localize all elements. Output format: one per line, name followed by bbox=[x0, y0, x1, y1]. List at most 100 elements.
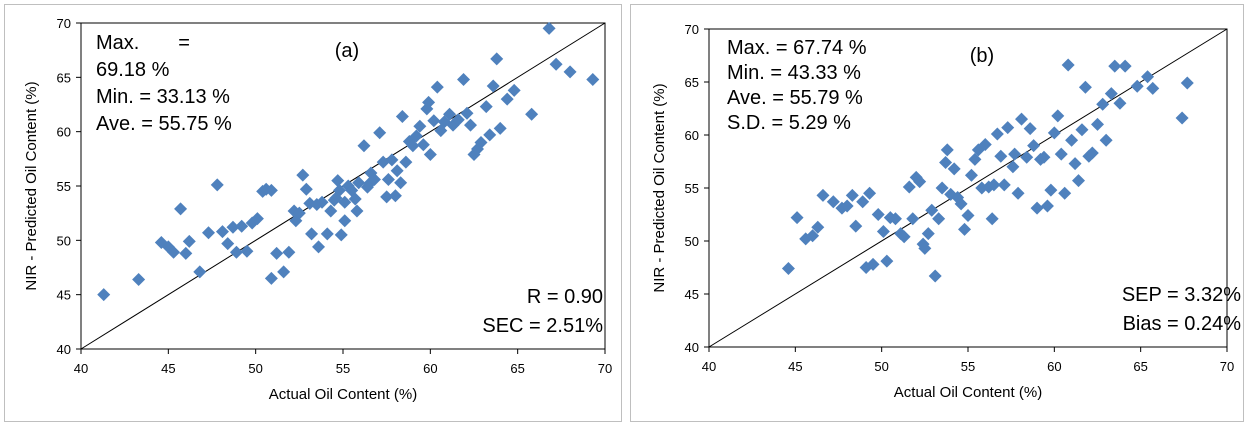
x-tick-label: 50 bbox=[248, 361, 262, 376]
fit-stat-line: Bias = 0.24% bbox=[1123, 313, 1242, 335]
data-point bbox=[811, 220, 825, 234]
data-point bbox=[958, 222, 972, 236]
data-point bbox=[277, 265, 291, 279]
data-point bbox=[1113, 96, 1127, 110]
data-point bbox=[799, 232, 813, 246]
data-point bbox=[493, 121, 507, 135]
data-point bbox=[1001, 121, 1015, 135]
data-point bbox=[264, 183, 278, 197]
data-point bbox=[97, 288, 111, 302]
y-axis-label-a: NIR - Predicted Oil Content (%) bbox=[23, 81, 40, 290]
data-point bbox=[427, 114, 441, 128]
fit-stat-line: SEP = 3.32% bbox=[1122, 284, 1241, 306]
data-point bbox=[315, 195, 329, 209]
data-point bbox=[394, 176, 408, 190]
data-point bbox=[381, 172, 395, 186]
data-point bbox=[451, 113, 465, 127]
stats-line: Max. = bbox=[96, 32, 190, 54]
data-point bbox=[479, 100, 493, 114]
data-point bbox=[947, 162, 961, 176]
data-point bbox=[1175, 111, 1189, 125]
data-point bbox=[902, 180, 916, 194]
data-point bbox=[500, 92, 514, 106]
data-point bbox=[331, 174, 345, 188]
data-point bbox=[1118, 59, 1132, 73]
data-point bbox=[352, 176, 366, 190]
data-point bbox=[1015, 112, 1029, 126]
data-point bbox=[563, 65, 577, 79]
y-tick-label: 65 bbox=[685, 75, 699, 90]
data-point bbox=[490, 52, 504, 66]
data-point bbox=[416, 138, 430, 152]
data-point bbox=[385, 153, 399, 167]
scatter-panel-a: 40 45 50 55 60 65 70 40 45 50 55 60 65 70 Actual Oil C… bbox=[4, 4, 622, 422]
data-point bbox=[464, 118, 478, 132]
reference-line-b bbox=[708, 28, 1228, 348]
x-tick-label: 45 bbox=[788, 359, 802, 374]
x-tick-label: 55 bbox=[961, 359, 975, 374]
data-point bbox=[1068, 157, 1082, 171]
data-point bbox=[985, 212, 999, 226]
x-axis-label-b: Actual Oil Content (%) bbox=[894, 384, 1042, 401]
data-point bbox=[1130, 79, 1144, 93]
y-tick-label: 70 bbox=[685, 22, 699, 37]
y-tick-label: 45 bbox=[57, 288, 71, 303]
data-point bbox=[193, 265, 207, 279]
data-point bbox=[210, 178, 224, 192]
data-point bbox=[525, 107, 539, 121]
y-tick-label: 60 bbox=[685, 128, 699, 143]
data-point bbox=[1075, 123, 1089, 137]
data-point bbox=[443, 107, 457, 121]
data-point bbox=[1108, 59, 1122, 73]
data-point bbox=[1011, 186, 1025, 200]
data-point bbox=[961, 209, 975, 223]
data-point bbox=[975, 181, 989, 195]
data-point bbox=[320, 227, 334, 241]
data-point bbox=[215, 225, 229, 239]
data-point bbox=[888, 212, 902, 226]
data-point bbox=[229, 245, 243, 259]
data-point bbox=[292, 206, 306, 220]
x-tick-label: 70 bbox=[598, 361, 612, 376]
data-point bbox=[1099, 133, 1113, 147]
data-point bbox=[250, 212, 264, 226]
data-point bbox=[270, 246, 284, 260]
stats-line: 69.18 % bbox=[96, 59, 170, 81]
data-point bbox=[507, 83, 521, 97]
data-point bbox=[390, 164, 404, 178]
data-point bbox=[835, 201, 849, 215]
fit-stat-line: R = 0.90 bbox=[527, 286, 603, 308]
data-point bbox=[1054, 147, 1068, 161]
data-point bbox=[338, 195, 352, 209]
data-point bbox=[1047, 126, 1061, 140]
data-point bbox=[990, 127, 1004, 141]
data-point bbox=[474, 136, 488, 150]
data-point bbox=[1008, 147, 1022, 161]
data-point bbox=[1146, 81, 1160, 95]
data-point bbox=[1082, 149, 1096, 163]
data-point bbox=[373, 126, 387, 140]
fit-stat-line: SEC = 2.51% bbox=[482, 315, 603, 337]
data-point bbox=[987, 178, 1001, 192]
data-point bbox=[897, 230, 911, 244]
data-point bbox=[167, 245, 181, 259]
data-point bbox=[399, 155, 413, 169]
data-point bbox=[226, 220, 240, 234]
data-point bbox=[1058, 186, 1072, 200]
data-point bbox=[179, 246, 193, 260]
data-point bbox=[939, 156, 953, 170]
data-point bbox=[1085, 146, 1099, 160]
data-point bbox=[182, 234, 196, 248]
data-point bbox=[174, 202, 188, 216]
data-point bbox=[132, 272, 146, 286]
x-tick-label: 65 bbox=[1133, 359, 1147, 374]
data-point bbox=[840, 199, 854, 213]
data-point bbox=[994, 149, 1008, 163]
data-point bbox=[1044, 183, 1058, 197]
data-point bbox=[338, 214, 352, 228]
data-point bbox=[1061, 58, 1075, 72]
data-point bbox=[849, 219, 863, 233]
data-point bbox=[964, 168, 978, 182]
chart-b-svg: 40 45 50 55 60 65 70 40 45 50 55 60 65 70 Actual Oil C… bbox=[651, 22, 1242, 401]
data-point bbox=[781, 262, 795, 276]
